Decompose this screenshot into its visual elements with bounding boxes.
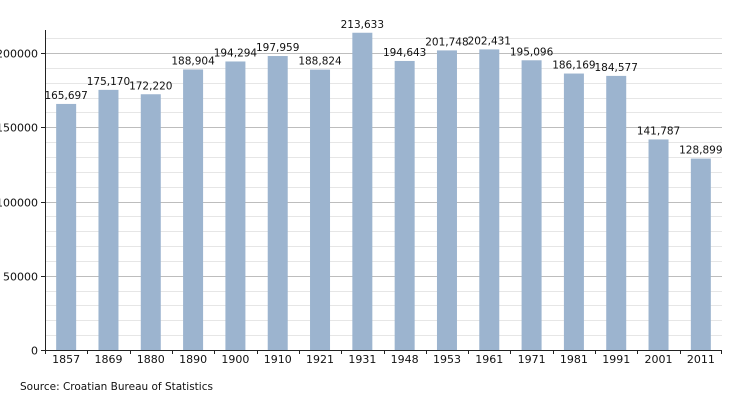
x-tick-label-1953: 1953 bbox=[433, 353, 461, 366]
y-tick-label: 0 bbox=[31, 345, 38, 358]
bars bbox=[56, 32, 711, 351]
bar-1880 bbox=[140, 94, 161, 350]
data-label-1948: 194,643 bbox=[383, 47, 426, 59]
axes bbox=[41, 30, 722, 354]
data-label-1890: 188,904 bbox=[171, 55, 215, 67]
data-label-2011: 128,899 bbox=[679, 145, 722, 157]
source-note: Source: Croatian Bureau of Statistics bbox=[20, 381, 213, 393]
bar-1910 bbox=[267, 56, 288, 350]
x-tick-label-1869: 1869 bbox=[94, 353, 122, 366]
x-tick-label-1890: 1890 bbox=[179, 353, 207, 366]
data-label-1931: 213,633 bbox=[341, 19, 384, 31]
x-tick-label-1991: 1991 bbox=[602, 353, 630, 366]
y-tick-label: 150000 bbox=[0, 122, 38, 135]
x-tick-label-1931: 1931 bbox=[348, 353, 376, 366]
x-tick-label-1981: 1981 bbox=[560, 353, 588, 366]
y-tick-label: 50000 bbox=[3, 271, 38, 284]
x-tick-label-1971: 1971 bbox=[518, 353, 546, 366]
bar-1948 bbox=[394, 60, 415, 351]
data-label-1857: 165,697 bbox=[44, 90, 87, 102]
x-tick-label-1948: 1948 bbox=[391, 353, 419, 366]
x-tick-labels: 1857 1869 1880 1890 1900 1910 1921 1931 1948 1953… bbox=[52, 353, 715, 366]
x-tick-label-1910: 1910 bbox=[264, 353, 292, 366]
bar-1921 bbox=[310, 69, 331, 350]
y-tick-label: 200000 bbox=[0, 48, 38, 61]
data-label-1900: 194,294 bbox=[214, 47, 258, 59]
x-tick-label-1961: 1961 bbox=[475, 353, 503, 366]
data-label-1921: 188,824 bbox=[298, 56, 342, 68]
data-label-1880: 172,220 bbox=[129, 80, 172, 92]
data-label-1961: 202,431 bbox=[468, 35, 511, 47]
bar-1961 bbox=[479, 49, 500, 350]
bar-2001 bbox=[648, 139, 669, 350]
bar-1900 bbox=[225, 61, 246, 350]
y-tick-labels: 0 50000 100000 150000 200000 bbox=[0, 48, 38, 358]
y-tick-label: 100000 bbox=[0, 197, 38, 210]
bar-1890 bbox=[183, 69, 204, 350]
x-tick-label-1880: 1880 bbox=[137, 353, 165, 366]
x-tick-label-2011: 2011 bbox=[687, 353, 715, 366]
x-tick-label-1900: 1900 bbox=[221, 353, 249, 366]
bar-1857 bbox=[56, 103, 77, 350]
bar-1981 bbox=[563, 73, 584, 350]
bar-1953 bbox=[436, 50, 457, 351]
data-label-1981: 186,169 bbox=[552, 60, 595, 72]
x-tick-label-2001: 2001 bbox=[645, 353, 673, 366]
bar-2011 bbox=[690, 158, 711, 350]
data-label-2001: 141,787 bbox=[637, 125, 680, 137]
bar-1869 bbox=[98, 89, 119, 351]
data-label-1910: 197,959 bbox=[256, 42, 299, 54]
data-label-1953: 201,748 bbox=[425, 36, 468, 48]
bar-1931 bbox=[352, 32, 373, 350]
data-label-1991: 184,577 bbox=[595, 62, 638, 74]
bar-1991 bbox=[606, 75, 627, 351]
x-tick-label-1857: 1857 bbox=[52, 353, 80, 366]
data-label-1971: 195,096 bbox=[510, 46, 554, 58]
x-tick-label-1921: 1921 bbox=[306, 353, 334, 366]
data-label-1869: 175,170 bbox=[87, 76, 130, 88]
bar-1971 bbox=[521, 60, 542, 350]
